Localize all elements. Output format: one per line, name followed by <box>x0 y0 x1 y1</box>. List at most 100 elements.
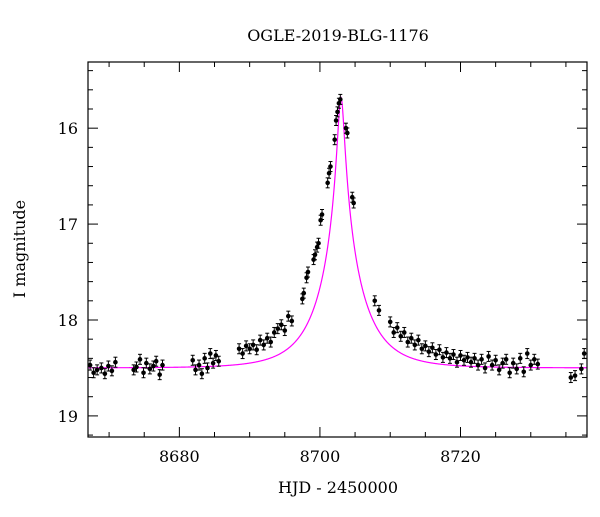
data-point <box>394 325 400 330</box>
data-point <box>312 252 318 258</box>
y-tick-label: 17 <box>58 215 78 234</box>
data-point <box>131 367 136 373</box>
data-point <box>254 347 259 353</box>
data-point <box>398 333 404 339</box>
model-curve <box>88 96 588 369</box>
data-point <box>325 180 330 186</box>
data-point <box>531 357 537 362</box>
data-point <box>240 351 245 356</box>
x-tick-label: 8720 <box>440 447 481 466</box>
data-point <box>440 355 446 360</box>
data-point <box>268 339 274 345</box>
data-point <box>282 328 288 333</box>
data-point <box>305 269 311 275</box>
data-point <box>493 357 498 363</box>
data-point <box>351 200 356 206</box>
data-point <box>264 335 270 341</box>
data-point <box>205 365 210 371</box>
data-point <box>454 359 460 365</box>
data-point <box>423 343 428 349</box>
data-point <box>437 347 442 353</box>
data-point <box>507 370 512 376</box>
data-point <box>319 212 325 217</box>
data-point <box>345 130 350 136</box>
data-point <box>102 371 108 377</box>
data-point <box>419 346 425 352</box>
data-point <box>579 366 584 372</box>
plot-frame <box>87 61 588 438</box>
data-point <box>87 362 93 368</box>
y-axis-label: I magnitude <box>10 200 29 298</box>
data-point <box>207 351 213 356</box>
data-point <box>528 362 534 368</box>
data-point <box>451 352 456 357</box>
data-point <box>301 290 307 296</box>
data-point <box>289 318 295 324</box>
data-point <box>475 362 481 368</box>
data-point <box>147 366 153 372</box>
data-point <box>535 361 541 367</box>
data-point <box>510 360 516 366</box>
x-tick-label: 8700 <box>300 447 341 466</box>
chart-title: OGLE-2019-BLG-1176 <box>247 26 429 45</box>
data-point <box>99 365 104 371</box>
data-point <box>447 356 453 361</box>
data-point <box>468 359 474 365</box>
data-point <box>500 360 505 366</box>
data-point <box>193 367 198 373</box>
data-point <box>517 356 523 361</box>
data-point <box>94 367 100 373</box>
data-point <box>479 357 484 362</box>
data-point <box>412 342 418 348</box>
data-point <box>401 330 407 335</box>
data-point <box>91 370 96 376</box>
data-point <box>482 365 488 371</box>
data-point <box>247 346 252 352</box>
data-point <box>458 353 463 358</box>
data-point <box>514 366 520 372</box>
data-point <box>243 343 249 349</box>
data-point <box>328 164 333 169</box>
data-point <box>278 322 284 328</box>
data-point <box>465 355 470 360</box>
y-tick-label: 16 <box>58 119 78 138</box>
data-point <box>405 339 411 345</box>
data-point <box>216 358 222 364</box>
data-point <box>338 97 343 102</box>
x-axis-label: HJD - 2450000 <box>278 478 398 497</box>
data-point <box>157 372 162 377</box>
data-point <box>335 109 340 115</box>
data-point <box>461 357 467 363</box>
data-point <box>151 363 156 369</box>
data-point <box>416 337 421 343</box>
data-point <box>109 368 115 374</box>
data-point <box>333 118 339 123</box>
data-point <box>275 326 281 331</box>
data-point <box>521 369 527 375</box>
data-point <box>196 362 202 368</box>
data-point <box>210 360 216 366</box>
y-tick-label: 18 <box>58 311 78 330</box>
data-point <box>160 362 165 368</box>
data-point <box>433 352 439 357</box>
data-point <box>326 170 332 176</box>
data-point <box>408 335 414 341</box>
data-point <box>257 337 263 343</box>
data-point <box>486 354 491 359</box>
data-point <box>376 308 382 313</box>
data-point <box>332 137 337 142</box>
data-point <box>261 342 267 348</box>
data-point <box>134 364 139 370</box>
data-point <box>387 319 393 325</box>
x-tick-label: 8680 <box>159 447 200 466</box>
data-point <box>472 356 477 361</box>
data-point <box>236 346 242 352</box>
data-point <box>213 353 219 358</box>
data-point <box>190 357 196 363</box>
data-point <box>372 298 378 304</box>
data-point <box>316 240 321 246</box>
data-point <box>271 330 277 335</box>
data-point <box>489 362 495 368</box>
